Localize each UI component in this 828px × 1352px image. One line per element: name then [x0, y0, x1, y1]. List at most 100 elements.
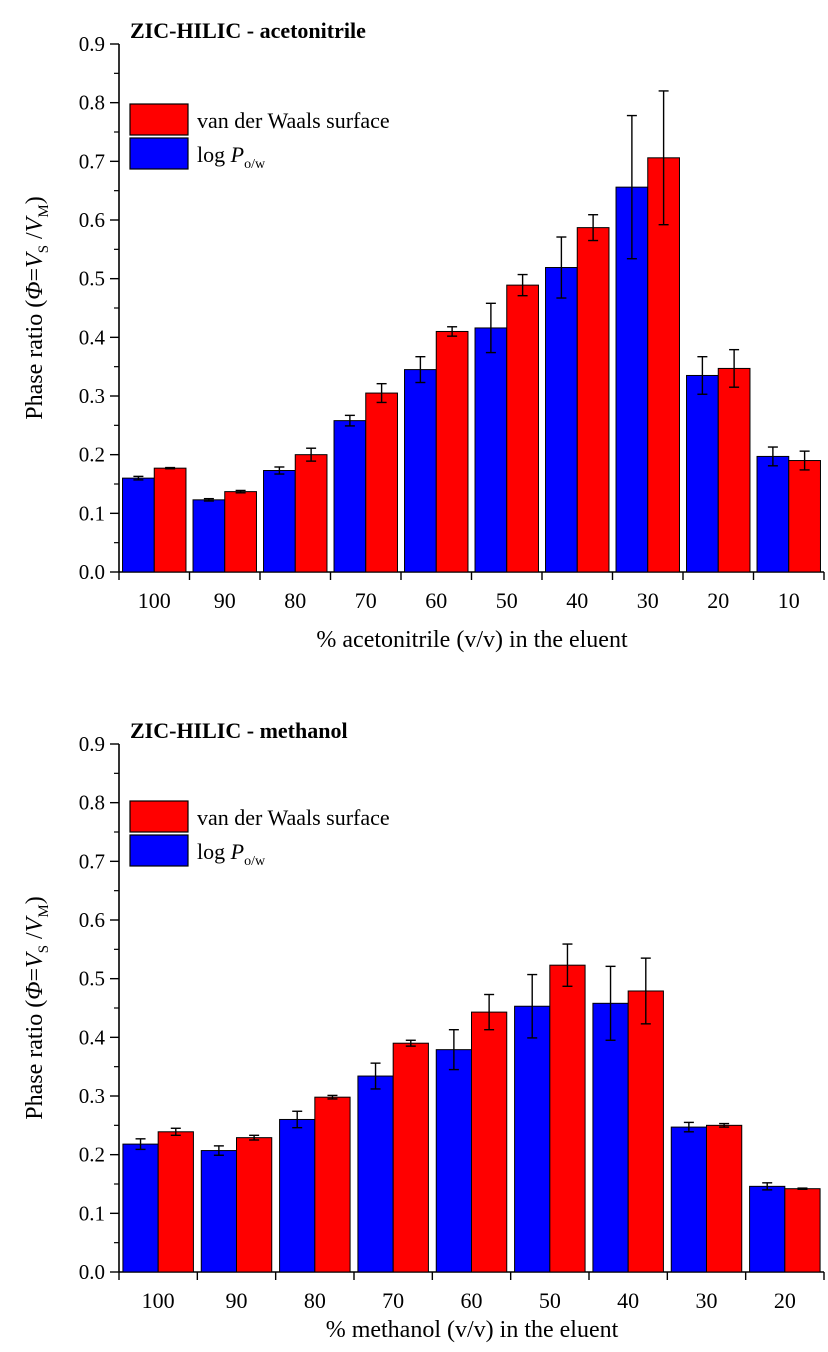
y-title-sub-s: S — [36, 245, 52, 253]
y-title-sub-m: M — [36, 204, 52, 217]
y-title-phi: Φ — [22, 982, 48, 1000]
y-tick-label: 0.0 — [79, 560, 105, 584]
x-tick-label: 60 — [425, 588, 447, 613]
y-tick-label: 0.5 — [79, 967, 105, 991]
y-title-v: V — [22, 251, 48, 268]
legend-label: van der Waals surface — [197, 805, 390, 830]
bar — [514, 1005, 551, 1273]
bar — [592, 1002, 629, 1273]
legend-italic: P — [230, 142, 244, 167]
y-title-eq: = — [22, 268, 48, 282]
bar — [122, 477, 155, 573]
legend-swatch — [129, 834, 189, 867]
bar — [404, 369, 437, 573]
y-tick-label: 0.5 — [79, 267, 105, 291]
x-tick-label: 100 — [142, 1288, 175, 1313]
x-tick-label: 40 — [566, 588, 588, 613]
x-axis-title: % acetonitrile (v/v) in the eluent — [316, 627, 628, 653]
y-tick-label: 0.1 — [79, 1201, 105, 1225]
bar — [192, 499, 226, 573]
chart-title: ZIC-HILIC - acetonitrile — [130, 18, 366, 43]
y-title-suffix: ) — [22, 196, 48, 204]
legend-text: log — [197, 839, 231, 864]
x-tick-label: 20 — [774, 1288, 796, 1313]
bar — [153, 467, 187, 573]
bar — [236, 1137, 273, 1273]
legend-swatch — [129, 103, 189, 136]
legend-text: van der Waals surface — [197, 805, 390, 830]
y-tick-label: 0.2 — [79, 1143, 105, 1167]
legend-text: log — [197, 142, 231, 167]
y-title-suffix: ) — [22, 896, 48, 904]
y-title-eq: = — [22, 968, 48, 982]
y-tick-label: 0.1 — [79, 501, 105, 525]
y-title-prefix: Phase ratio ( — [22, 1000, 48, 1120]
y-tick-label: 0.4 — [79, 325, 106, 349]
bar — [749, 1185, 786, 1273]
x-tick-label: 30 — [696, 1288, 718, 1313]
bar — [365, 392, 398, 573]
y-tick-label: 0.9 — [79, 32, 105, 56]
y-tick-label: 0.3 — [79, 1084, 105, 1108]
bar — [294, 454, 328, 573]
x-tick-label: 70 — [355, 588, 377, 613]
x-tick-label: 80 — [284, 588, 306, 613]
bar — [435, 330, 469, 573]
legend-label: van der Waals surface — [197, 108, 390, 133]
y-axis-title: Phase ratio (Φ=VS /VM) — [22, 896, 52, 1120]
bar — [333, 420, 367, 573]
bar — [717, 367, 751, 573]
bar — [784, 1188, 821, 1273]
bar — [686, 374, 719, 573]
bar — [474, 327, 508, 573]
bar — [435, 1049, 472, 1273]
bar — [263, 470, 296, 573]
y-tick-label: 0.4 — [79, 1025, 106, 1049]
legend-subscript: o/w — [244, 157, 266, 172]
x-tick-label: 10 — [778, 588, 800, 613]
x-tick-label: 90 — [226, 1288, 248, 1313]
legend-swatch — [129, 800, 189, 833]
x-tick-label: 60 — [461, 1288, 483, 1313]
y-title-v: V — [22, 215, 48, 232]
bar — [647, 157, 680, 573]
y-tick-label: 0.8 — [79, 791, 105, 815]
y-tick-label: 0.7 — [79, 849, 105, 873]
x-tick-label: 30 — [637, 588, 659, 613]
x-tick-label: 50 — [539, 1288, 561, 1313]
y-title-v: V — [22, 951, 48, 968]
x-tick-label: 70 — [382, 1288, 404, 1313]
bar — [122, 1143, 159, 1273]
x-axis-title: % methanol (v/v) in the eluent — [326, 1317, 619, 1343]
bar — [788, 460, 821, 573]
bar — [279, 1118, 316, 1273]
x-tick-label: 80 — [304, 1288, 326, 1313]
y-title-prefix: Phase ratio ( — [22, 300, 48, 420]
legend-label: log Po/w — [197, 142, 266, 172]
chart-acetonitrile: ZIC-HILIC - acetonitrile % acetonitrile … — [22, 18, 825, 653]
y-tick-label: 0.6 — [79, 908, 105, 932]
y-tick-label: 0.3 — [79, 384, 105, 408]
y-title-sub-m: M — [36, 904, 52, 917]
bar — [627, 990, 664, 1273]
y-tick-label: 0.0 — [79, 1260, 105, 1284]
bar — [200, 1150, 237, 1273]
legend-label: log Po/w — [197, 839, 266, 869]
bar — [756, 455, 790, 573]
bar — [392, 1042, 429, 1273]
legend-text: van der Waals surface — [197, 108, 390, 133]
bar — [314, 1096, 351, 1273]
legend-italic: P — [230, 839, 244, 864]
y-title-v: V — [22, 915, 48, 932]
bar — [576, 227, 610, 573]
legend-subscript: o/w — [244, 854, 266, 869]
x-tick-label: 90 — [214, 588, 236, 613]
y-title-slash: / — [22, 932, 48, 945]
y-tick-label: 0.7 — [79, 149, 105, 173]
y-title-slash: / — [22, 232, 48, 245]
bar — [549, 964, 586, 1273]
y-tick-label: 0.8 — [79, 91, 105, 115]
bar — [357, 1075, 394, 1273]
bar — [670, 1126, 707, 1273]
